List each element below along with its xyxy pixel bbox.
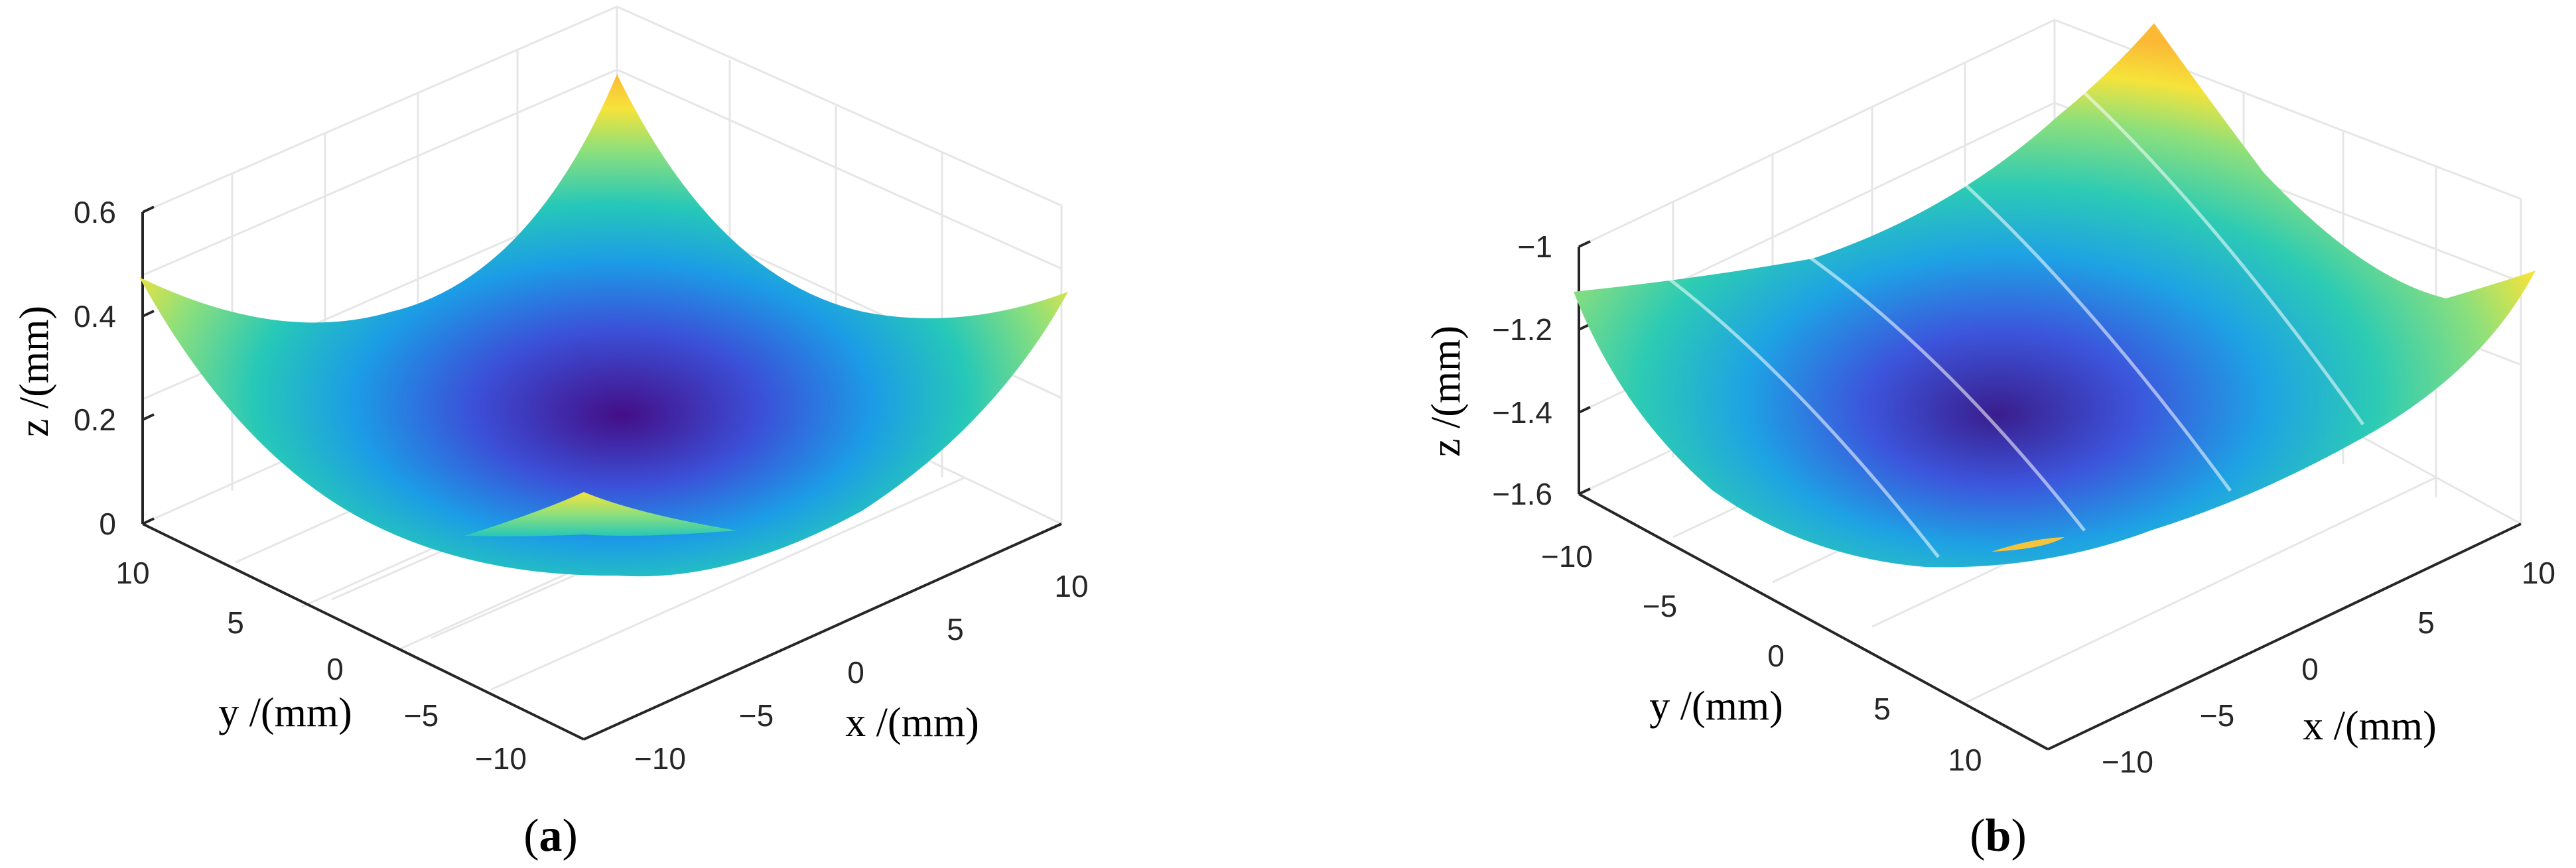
x-tick-b-minus5: −5: [2200, 698, 2234, 733]
surface-a: [139, 74, 1068, 577]
x-tick-a-minus5: −5: [739, 698, 774, 733]
x-tick-a-10: 10: [1054, 569, 1088, 603]
caption-a: (a): [523, 810, 578, 861]
z-tick-b-minus1: −1: [1518, 229, 1552, 264]
y-tick-a-minus10: −10: [475, 741, 527, 776]
y-axis-label-a: y /(mm): [218, 690, 352, 735]
z-axis-label-a: z /(mm): [12, 306, 57, 437]
surface-plot-b: −1 −1.2 −1.4 −1.6 −10 −5 0 5 10 −10 −5 0…: [1424, 19, 2555, 861]
surface-a-front-tip: [464, 492, 736, 536]
z-tick-b-minus1.4: −1.4: [1492, 395, 1552, 430]
z-tick-a-0.6: 0.6: [74, 195, 116, 229]
surface-plot-a: 0.6 0.4 0.2 0 10 5 0 −5 −10 −10 −5 0 5 1…: [12, 5, 1089, 861]
y-tick-a-10: 10: [115, 556, 149, 590]
x-tick-b-10: 10: [2522, 556, 2555, 590]
x-axis-label-a: x /(mm): [845, 700, 979, 745]
surface-b-ridges: [1659, 92, 2365, 558]
x-tick-a-0: 0: [847, 655, 864, 690]
y-tick-a-0: 0: [326, 652, 344, 686]
surface-b-body: [1574, 23, 2536, 568]
x-axis-label-b: x /(mm): [2303, 704, 2436, 749]
z-tick-b-minus1.2: −1.2: [1492, 312, 1552, 347]
surface-a-body: [139, 74, 1068, 577]
y-tick-b-minus5: −5: [1643, 589, 1677, 623]
z-axis-label-b: z /(mm): [1424, 326, 1469, 457]
y-tick-b-0: 0: [1767, 639, 1785, 673]
axes-b: [1578, 247, 2522, 751]
x-tick-a-minus10: −10: [634, 741, 686, 776]
panel-b: −1 −1.2 −1.4 −1.6 −10 −5 0 5 10 −10 −5 0…: [1288, 0, 2576, 865]
y-tick-a-5: 5: [227, 605, 244, 640]
x-tick-b-0: 0: [2301, 652, 2319, 686]
y-axis-label-b: y /(mm): [1649, 684, 1783, 729]
surface-b: [1574, 23, 2536, 568]
x-tick-b-5: 5: [2417, 605, 2435, 640]
surface-b-front-tip: [1992, 537, 2065, 552]
y-tick-b-10: 10: [1948, 743, 1982, 777]
panel-a: 0.6 0.4 0.2 0 10 5 0 −5 −10 −10 −5 0 5 1…: [0, 0, 1288, 865]
x-tick-b-minus10: −10: [2102, 745, 2153, 779]
z-tick-a-0.4: 0.4: [74, 299, 116, 334]
z-tick-b-minus1.6: −1.6: [1492, 477, 1552, 511]
caption-b: (b): [1970, 810, 2027, 861]
y-tick-b-5: 5: [1873, 692, 1891, 726]
z-ticks-b: [1578, 240, 1591, 495]
y-tick-b-minus10: −10: [1541, 539, 1593, 574]
z-ticks-a: [142, 206, 155, 525]
x-tick-a-5: 5: [947, 612, 964, 647]
z-tick-a-0.2: 0.2: [74, 403, 116, 437]
z-tick-a-0: 0: [99, 507, 116, 541]
y-tick-a-minus5: −5: [404, 698, 439, 733]
axes-a: [141, 212, 1062, 741]
